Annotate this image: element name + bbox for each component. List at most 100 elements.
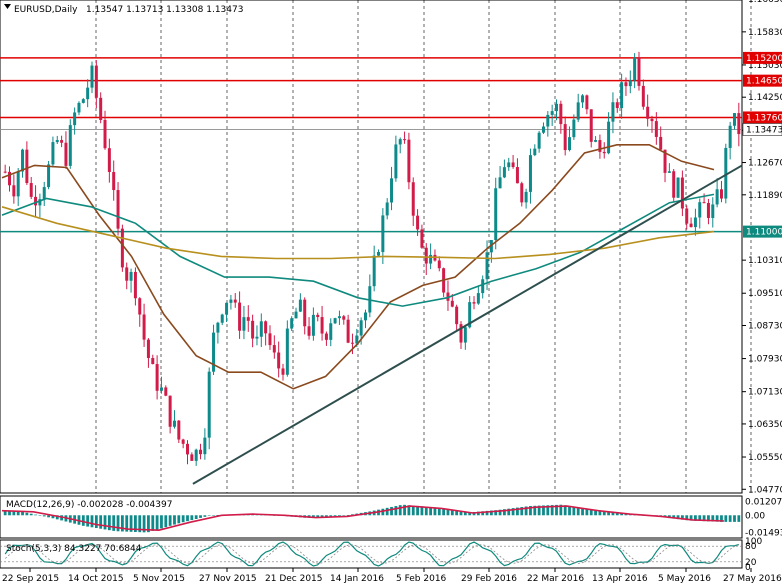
- macd-bar: [55, 515, 59, 520]
- candle-body: [455, 306, 459, 325]
- macd-bar: [503, 509, 506, 516]
- macd-title: MACD(12,26,9) -0.002028 -0.004397: [6, 500, 172, 510]
- date-tick-label: 27 Nov 2015: [199, 574, 257, 584]
- macd-bar: [442, 508, 446, 516]
- level-label-box: [743, 111, 782, 124]
- candle-body: [229, 299, 233, 303]
- candle-body: [654, 121, 658, 137]
- macd-axis: 0.012079 0.00 -0.014939: [745, 497, 782, 538]
- candle-body: [151, 358, 155, 365]
- macd-bar: [29, 513, 33, 516]
- macd-bar: [563, 505, 567, 516]
- candle-body: [385, 202, 389, 216]
- candle-body: [494, 188, 498, 240]
- date-tick-label: 22 Mar 2016: [527, 574, 584, 584]
- macd-bar: [424, 506, 428, 516]
- candle-body: [589, 109, 593, 142]
- candle-body: [281, 368, 285, 375]
- candle-body: [203, 437, 207, 455]
- macd-bar: [173, 515, 176, 525]
- macd-bar: [494, 510, 498, 516]
- candle-body: [398, 139, 402, 145]
- macd-bar: [481, 511, 485, 516]
- candle-body: [620, 82, 624, 109]
- candle-body: [146, 339, 150, 359]
- candle-body: [246, 317, 250, 321]
- candle-body: [650, 118, 654, 122]
- candle-body: [663, 149, 667, 173]
- stoch-tick-label: 0: [745, 563, 751, 573]
- candle-body: [186, 443, 189, 455]
- macd-bar: [90, 515, 94, 528]
- macd-indicator: [1, 504, 741, 533]
- candle-body: [120, 228, 124, 268]
- candle-body: [242, 317, 246, 331]
- stoch-tick-label: 80: [745, 542, 757, 552]
- candle-body: [476, 293, 480, 304]
- candle-body: [216, 322, 220, 333]
- candle-body: [25, 149, 29, 184]
- candle-body: [463, 327, 467, 343]
- candle-body: [42, 187, 46, 200]
- macd-bar: [216, 514, 220, 516]
- date-tick-label: 22 Sep 2015: [2, 574, 59, 584]
- candle-body: [628, 80, 632, 87]
- macd-bar: [16, 511, 20, 516]
- macd-bar: [529, 505, 532, 516]
- moving-averages: [1, 144, 715, 390]
- level-label-box: [742, 123, 782, 136]
- candle-body: [355, 335, 359, 344]
- candle-body: [363, 312, 367, 321]
- moving-average-line: [1, 206, 715, 260]
- candle-body: [507, 162, 511, 168]
- candle-body: [724, 147, 728, 199]
- candle-body: [641, 85, 645, 107]
- macd-bar: [615, 512, 619, 516]
- candle-body: [112, 171, 116, 191]
- candle-body: [515, 167, 519, 184]
- candle-body: [94, 65, 98, 98]
- macd-tick-label: 0.012079: [745, 497, 782, 507]
- macd-tick-label: -0.014939: [745, 528, 782, 538]
- candle-body: [181, 439, 185, 444]
- macd-bar: [60, 515, 64, 521]
- candle-body: [333, 318, 337, 324]
- macd-bar: [120, 515, 124, 532]
- macd-bar: [398, 505, 402, 516]
- macd-bar: [676, 515, 680, 520]
- candle-body: [437, 260, 441, 269]
- candle-body: [177, 420, 181, 440]
- macd-bar: [737, 515, 741, 522]
- candle-body: [346, 319, 350, 343]
- collapse-triangle-icon[interactable]: [4, 4, 11, 9]
- candle-body: [29, 183, 33, 197]
- candle-body: [624, 82, 628, 87]
- macd-bar: [351, 514, 354, 516]
- candle-body: [706, 202, 710, 218]
- date-tick-label: 5 Feb 2016: [396, 574, 447, 584]
- macd-bar: [550, 505, 554, 516]
- macd-bar: [142, 515, 146, 533]
- candle-body: [55, 140, 59, 143]
- candle-body: [411, 182, 415, 216]
- macd-bar: [715, 515, 719, 522]
- candle-body: [680, 177, 684, 209]
- macd-bar: [338, 515, 341, 517]
- stoch-title: Stoch(5,3,3) 84.3227 70.6844: [6, 544, 142, 554]
- macd-bar: [607, 511, 610, 516]
- candle-body: [711, 204, 715, 218]
- candle-body: [12, 185, 16, 197]
- macd-bar: [620, 513, 624, 516]
- candle-body: [99, 97, 103, 120]
- macd-bar: [437, 508, 441, 516]
- macd-bar: [212, 515, 215, 516]
- macd-bar: [420, 506, 424, 516]
- candle-body: [737, 113, 741, 135]
- macd-bar: [685, 515, 689, 521]
- candle-body: [420, 229, 424, 248]
- macd-bar: [733, 515, 736, 522]
- candle-body: [159, 387, 163, 391]
- macd-bar: [25, 512, 29, 516]
- candle-body: [541, 126, 545, 133]
